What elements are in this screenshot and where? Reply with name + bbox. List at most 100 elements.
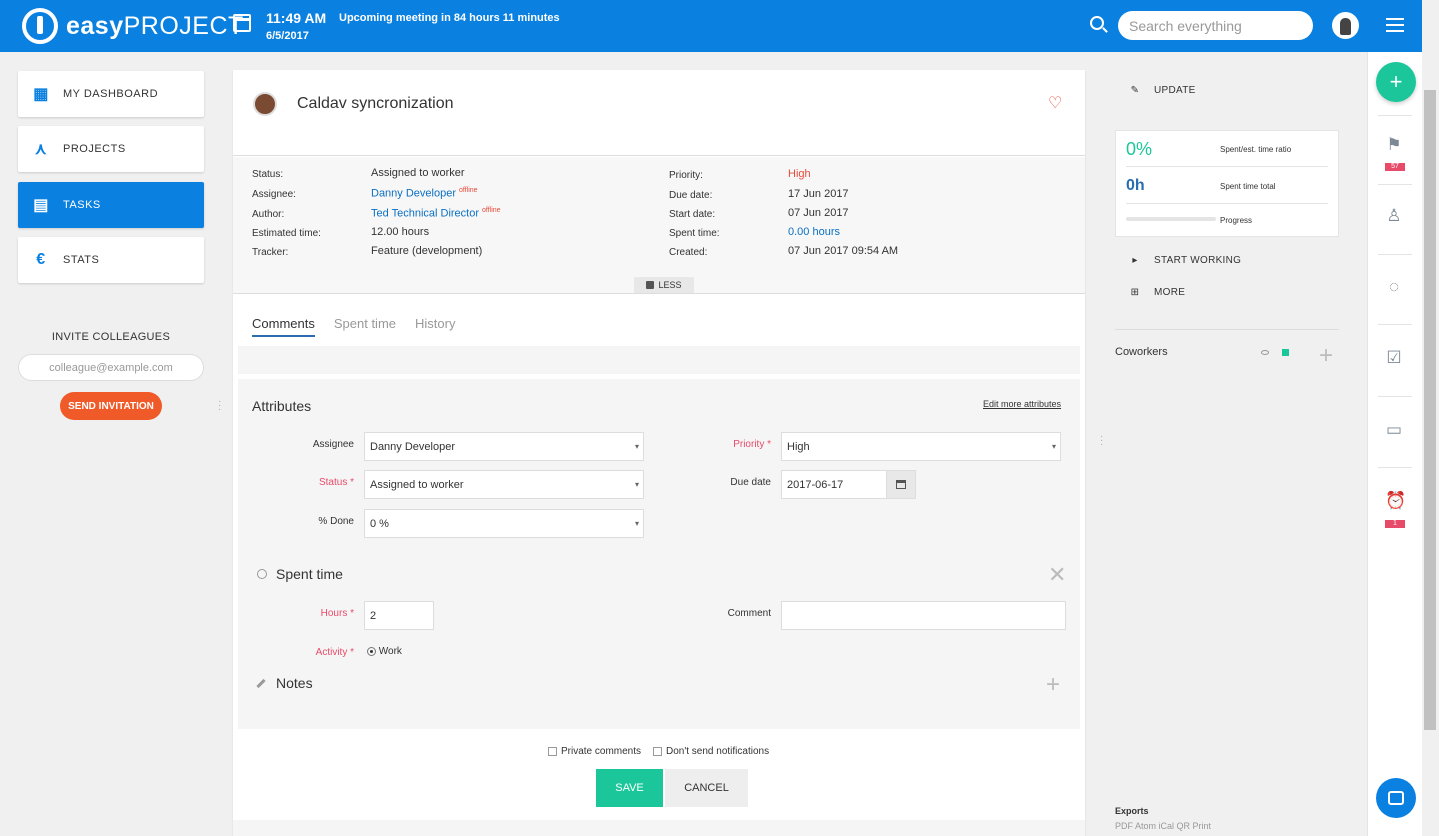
comment-field[interactable] [781, 601, 1066, 630]
nav-item-tasks[interactable]: ▤ TASKS [18, 182, 204, 228]
rail-divider [1378, 115, 1412, 116]
assignee-label: Assignee [312, 439, 354, 450]
plus-square-icon: ⊞ [1130, 287, 1140, 298]
rail-divider [1378, 324, 1412, 325]
detail-label: Status: [252, 169, 284, 180]
checkbox[interactable] [548, 746, 557, 756]
search-icon[interactable] [1090, 16, 1104, 30]
pencil-icon [256, 678, 266, 689]
time-ratio-label: Spent/est. time ratio [1220, 145, 1292, 154]
flag-icon[interactable]: ⚑ [1386, 135, 1402, 154]
add-plus-icon[interactable]: + [1319, 342, 1334, 369]
edit-form: Attributes Edit more attributes Assignee… [238, 379, 1080, 729]
detail-tracker-value: Feature (development) [371, 245, 483, 257]
hours-label: Hours * [320, 608, 354, 619]
flag-badge: 57 [1385, 163, 1405, 171]
menu-icon[interactable] [1386, 18, 1404, 32]
alarm-badge: 1 [1385, 520, 1405, 528]
collapse-icon [646, 281, 655, 289]
right-panel-resize-handle[interactable]: · · · [1100, 431, 1104, 450]
nav-label: PROJECTS [63, 143, 126, 155]
update-action[interactable]: ✎ UPDATE [1130, 85, 1196, 96]
search-input[interactable] [1118, 11, 1313, 40]
done-select[interactable]: 0 % [364, 509, 644, 538]
task-author-avatar [253, 92, 277, 116]
assignee-select[interactable]: Danny Developer [364, 432, 644, 461]
save-button[interactable]: SAVE [596, 769, 663, 807]
clipboard-check-icon[interactable]: ☑ [1386, 348, 1402, 367]
export-links[interactable]: PDF Atom iCal QR Print [1115, 821, 1212, 831]
detail-status-value: Assigned to worker [371, 167, 465, 179]
progress-bar [1126, 217, 1216, 221]
detail-label: Author: [252, 209, 285, 220]
user-icon[interactable]: ♙ [1386, 206, 1402, 225]
add-fab-button[interactable]: + [1376, 62, 1416, 102]
task-title: Caldav syncronization [297, 95, 454, 112]
add-coworker-icon[interactable] [1282, 349, 1289, 356]
euro-icon: € [36, 251, 46, 268]
activity-radio-work[interactable]: Work [367, 646, 402, 657]
send-invitation-button[interactable]: SEND INVITATION [60, 392, 162, 420]
nav-label: MY DASHBOARD [63, 88, 159, 100]
alarm-icon[interactable]: ⏰ [1385, 491, 1407, 510]
invite-email-field[interactable] [18, 354, 204, 381]
clock-date: 6/5/2017 [266, 30, 309, 42]
more-action[interactable]: ⊞ MORE [1130, 287, 1186, 298]
left-panel-resize-handle[interactable]: · · · [218, 396, 222, 415]
tab-history[interactable]: History [415, 316, 456, 331]
cancel-button[interactable]: CANCEL [665, 769, 748, 807]
no-notifications-checkbox[interactable]: Don't send notifications [653, 746, 769, 757]
task-detail-panel: Caldav syncronization ♡ Status: Assigned… [233, 70, 1085, 836]
favorite-heart-icon[interactable]: ♡ [1048, 95, 1063, 112]
support-chat-button[interactable] [1376, 778, 1416, 818]
calendar-icon [896, 480, 906, 489]
notes-title: Notes [276, 675, 313, 691]
activity-label: Activity * [315, 647, 354, 658]
nav-item-my-dashboard[interactable]: ▦ MY DASHBOARD [18, 71, 204, 117]
detail-label: Tracker: [252, 247, 289, 258]
pencil-icon: ✎ [1130, 85, 1140, 96]
sidebar-divider [1115, 329, 1339, 330]
rail-divider [1378, 254, 1412, 255]
edit-more-attributes-link[interactable]: Edit more attributes [983, 399, 1062, 409]
radio-button[interactable] [367, 646, 376, 656]
logo-mark-icon [22, 8, 58, 44]
tab-spent-time[interactable]: Spent time [333, 316, 397, 331]
detail-label: Priority: [669, 170, 703, 181]
dashboard-icon: ▦ [33, 86, 49, 103]
detail-estimated-value: 12.00 hours [371, 226, 430, 238]
due-date-calendar-button[interactable] [886, 470, 916, 499]
less-toggle-button[interactable]: LESS [634, 277, 694, 293]
tab-comments[interactable]: Comments [252, 316, 315, 337]
nav-item-stats[interactable]: € STATS [18, 237, 204, 283]
eye-icon[interactable] [1261, 350, 1269, 355]
private-comments-checkbox[interactable]: Private comments [548, 746, 641, 757]
spent-time-title: Spent time [276, 566, 343, 582]
calendar-icon[interactable] [233, 14, 251, 32]
upcoming-meeting-text[interactable]: Upcoming meeting in 84 hours 11 minutes [339, 12, 560, 24]
add-notes-plus-icon[interactable]: + [1046, 671, 1061, 698]
detail-author-value[interactable]: Ted Technical Director offline [371, 207, 501, 220]
chat-icon[interactable]: ▭ [1385, 420, 1403, 439]
due-date-label: Due date [730, 477, 771, 488]
scrollbar-thumb[interactable] [1424, 90, 1436, 730]
status-select[interactable]: Assigned to worker [364, 470, 644, 499]
start-working-action[interactable]: ▸ START WORKING [1130, 255, 1241, 266]
priority-select[interactable]: High [781, 432, 1061, 461]
form-footer: Private comments Don't send notification… [241, 730, 1080, 818]
nav-item-projects[interactable]: ⋏ PROJECTS [18, 126, 204, 172]
lightbulb-icon[interactable]: ◌ [1388, 277, 1400, 296]
detail-label: Assignee: [252, 189, 296, 200]
hours-field[interactable]: 2 [364, 601, 434, 630]
spent-total-value: 0h [1126, 177, 1145, 194]
detail-spent-time-value[interactable]: 0.00 hours [788, 226, 840, 238]
due-date-field[interactable]: 2017-06-17 [781, 470, 887, 499]
stats-divider [1126, 166, 1328, 167]
detail-assignee-value[interactable]: Danny Developer offline [371, 187, 478, 200]
close-icon[interactable]: ✕ [1048, 562, 1067, 587]
spent-total-label: Spent time total [1220, 182, 1276, 191]
checkbox[interactable] [653, 746, 662, 756]
user-avatar[interactable] [1332, 12, 1359, 39]
rail-divider [1378, 184, 1412, 185]
app-logo[interactable]: easyPROJECT [22, 8, 244, 44]
